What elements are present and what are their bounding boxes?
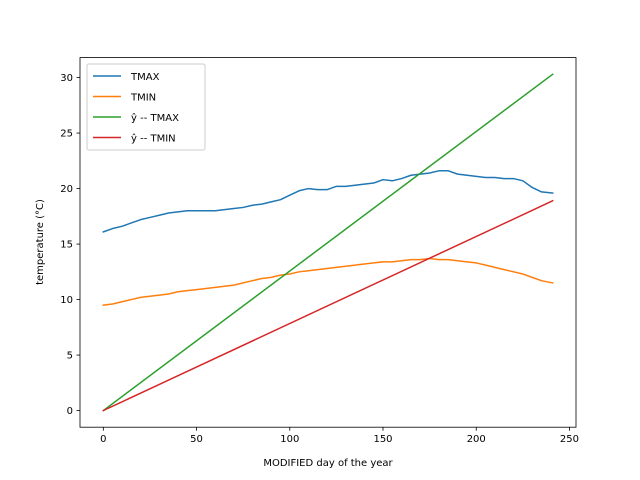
y-tick-label: 20 bbox=[60, 184, 73, 195]
x-axis-label: MODIFIED day of the year bbox=[263, 458, 393, 469]
x-tick-label: 250 bbox=[560, 434, 579, 445]
legend: TMAX TMIN ŷ -- TMAX ŷ -- TMIN bbox=[86, 63, 206, 151]
y-tick-label: 25 bbox=[60, 129, 73, 140]
x-tick-label: 50 bbox=[190, 434, 203, 445]
legend-box bbox=[86, 63, 206, 151]
axes-frame bbox=[79, 57, 577, 428]
y-tick-label: 0 bbox=[67, 406, 73, 417]
legend-label: TMAX bbox=[130, 72, 160, 83]
series-line-3-tmax bbox=[102, 73, 554, 412]
x-tick-label: 200 bbox=[467, 434, 486, 445]
plot-marks bbox=[102, 73, 554, 412]
series-line-1-tmax bbox=[102, 170, 554, 233]
series-line-4-tmin bbox=[102, 199, 554, 412]
x-axis-ticks: 0 50 100 150 200 250 bbox=[100, 427, 579, 445]
series-line-2-tmin bbox=[102, 257, 554, 306]
y-axis-label: temperature (°C) bbox=[35, 199, 46, 285]
legend-label: ŷ -- TMAX bbox=[131, 112, 179, 124]
x-tick-label: 0 bbox=[100, 434, 106, 445]
x-tick-label: 100 bbox=[280, 434, 299, 445]
legend-label: TMIN bbox=[130, 93, 156, 104]
legend-label: ŷ -- TMIN bbox=[131, 133, 176, 145]
y-axis-ticks: 0 5 10 15 20 25 30 bbox=[60, 73, 80, 417]
y-tick-label: 30 bbox=[60, 73, 73, 84]
y-tick-label: 15 bbox=[60, 240, 73, 251]
y-tick-label: 10 bbox=[60, 295, 73, 306]
y-tick-label: 5 bbox=[67, 351, 73, 362]
x-tick-label: 150 bbox=[373, 434, 392, 445]
